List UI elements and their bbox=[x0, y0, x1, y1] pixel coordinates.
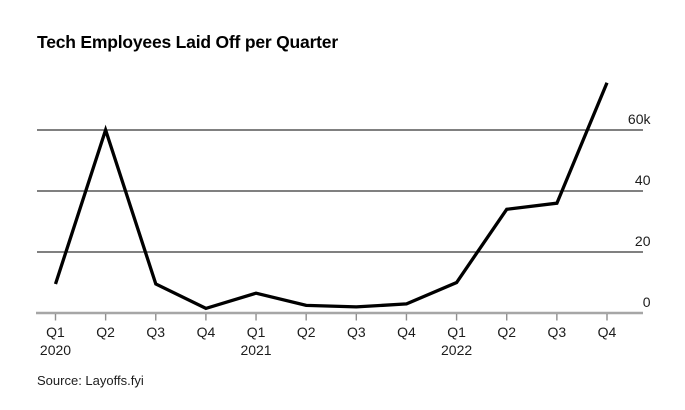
y-axis-tick-label: 0 bbox=[643, 294, 651, 310]
x-axis-quarter-label: Q2 bbox=[297, 324, 316, 340]
chart-title: Tech Employees Laid Off per Quarter bbox=[37, 32, 338, 52]
x-axis-quarter-label: Q3 bbox=[548, 324, 567, 340]
x-axis-year-label: 2022 bbox=[441, 342, 472, 358]
x-axis-quarter-label: Q2 bbox=[497, 324, 516, 340]
x-axis-year-label: 2020 bbox=[40, 342, 71, 358]
x-axis-quarter-label: Q3 bbox=[347, 324, 366, 340]
y-axis-tick-label: 60k bbox=[628, 111, 652, 127]
x-axis-quarter-label: Q1 bbox=[46, 324, 65, 340]
x-axis-quarter-label: Q1 bbox=[447, 324, 466, 340]
x-axis-quarter-label: Q4 bbox=[397, 324, 416, 340]
x-axis-year-label: 2021 bbox=[240, 342, 271, 358]
x-axis-quarter-label: Q2 bbox=[96, 324, 115, 340]
x-axis-quarter-label: Q3 bbox=[146, 324, 165, 340]
y-axis-tick-label: 20 bbox=[635, 233, 651, 249]
x-axis-quarter-label: Q4 bbox=[197, 324, 216, 340]
layoffs-series-line bbox=[53, 82, 609, 311]
source-attribution: Source: Layoffs.fyi bbox=[37, 373, 144, 388]
x-axis-quarter-label: Q4 bbox=[598, 324, 617, 340]
y-axis-tick-label: 40 bbox=[635, 172, 651, 188]
x-axis-quarter-label: Q1 bbox=[247, 324, 266, 340]
